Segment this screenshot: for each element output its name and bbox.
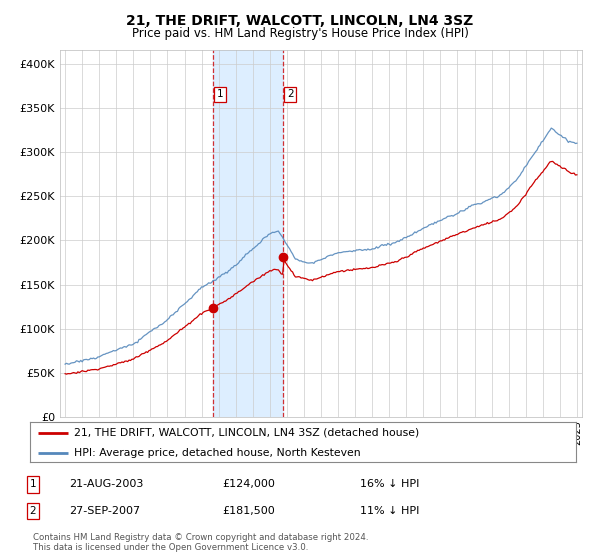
Text: 16% ↓ HPI: 16% ↓ HPI	[360, 479, 419, 489]
Text: 21, THE DRIFT, WALCOTT, LINCOLN, LN4 3SZ (detached house): 21, THE DRIFT, WALCOTT, LINCOLN, LN4 3SZ…	[74, 428, 419, 437]
Text: This data is licensed under the Open Government Licence v3.0.: This data is licensed under the Open Gov…	[33, 543, 308, 552]
Text: 1: 1	[29, 479, 37, 489]
Text: 1: 1	[217, 90, 223, 100]
Text: 11% ↓ HPI: 11% ↓ HPI	[360, 506, 419, 516]
Bar	[212, 50, 283, 417]
Text: £124,000: £124,000	[222, 479, 275, 489]
Text: 27-SEP-2007: 27-SEP-2007	[69, 506, 140, 516]
Text: Contains HM Land Registry data © Crown copyright and database right 2024.: Contains HM Land Registry data © Crown c…	[33, 533, 368, 542]
Text: £181,500: £181,500	[222, 506, 275, 516]
Text: 2: 2	[287, 90, 293, 100]
Text: 21-AUG-2003: 21-AUG-2003	[69, 479, 143, 489]
Text: 21, THE DRIFT, WALCOTT, LINCOLN, LN4 3SZ: 21, THE DRIFT, WALCOTT, LINCOLN, LN4 3SZ	[127, 14, 473, 28]
Text: HPI: Average price, detached house, North Kesteven: HPI: Average price, detached house, Nort…	[74, 448, 361, 458]
Text: 2: 2	[29, 506, 37, 516]
Text: Price paid vs. HM Land Registry's House Price Index (HPI): Price paid vs. HM Land Registry's House …	[131, 27, 469, 40]
